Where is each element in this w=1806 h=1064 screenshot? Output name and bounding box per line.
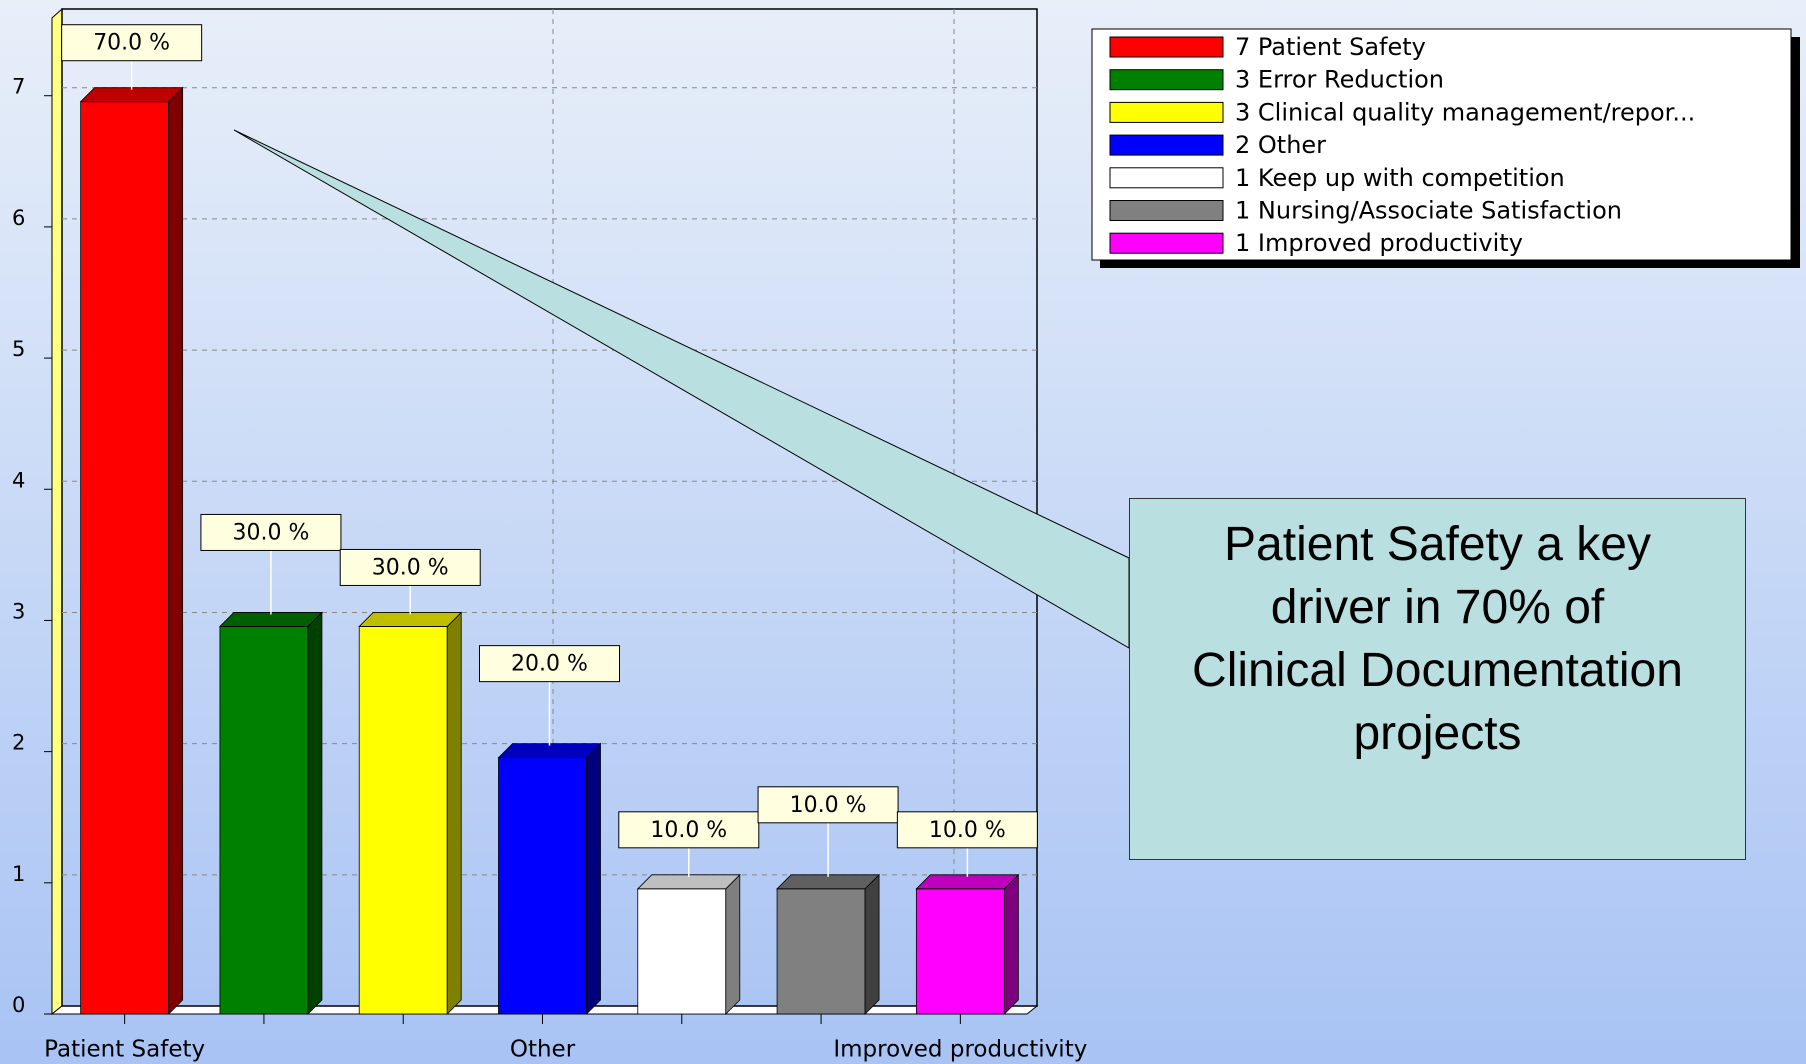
legend-label: 3 Error Reduction <box>1235 66 1444 94</box>
bar-top-shade <box>498 743 601 758</box>
label-box <box>339 548 481 586</box>
label-box <box>618 811 760 849</box>
y-tick-label: 1 <box>12 862 25 886</box>
y-tick-label: 7 <box>12 75 25 99</box>
y-tick-label: 4 <box>12 468 25 492</box>
legend-swatch <box>1109 69 1224 91</box>
y-tick-label: 2 <box>12 731 25 755</box>
bar-side-shade <box>447 612 462 1014</box>
x-tick-label: Other <box>510 1037 576 1063</box>
legend-label: 1 Keep up with competition <box>1235 164 1565 192</box>
wall <box>51 7 63 1016</box>
y-tick-label: 0 <box>12 993 25 1017</box>
data-label: 70.0 % <box>93 31 170 56</box>
data-label: 20.0 % <box>511 652 588 677</box>
bar-top <box>358 612 463 627</box>
bar-side-shade <box>307 612 322 1014</box>
bar-top-shade <box>637 874 740 889</box>
data-label: 10.0 % <box>790 793 867 818</box>
bar-side-shade <box>168 87 183 1015</box>
legend-swatch <box>1109 134 1224 156</box>
y-tick-label: 6 <box>12 206 25 230</box>
bar-top <box>79 87 184 103</box>
data-label: 30.0 % <box>372 555 449 580</box>
legend-label: 1 Improved productivity <box>1235 229 1523 257</box>
legend-swatch <box>1109 167 1224 189</box>
bar-side-shade <box>586 743 601 1014</box>
data-label: 30.0 % <box>232 520 309 545</box>
legend-label: 3 Clinical quality management/repor... <box>1235 98 1695 126</box>
x-tick-label: Improved productivity <box>833 1037 1087 1063</box>
bar-top-shade <box>777 874 880 889</box>
bar-top-shade <box>359 612 462 627</box>
bar-top-shade <box>80 87 183 102</box>
bar <box>915 888 1005 1015</box>
bar-top <box>497 743 602 759</box>
bar-side-shade <box>1004 874 1019 1014</box>
legend-label: 1 Nursing/Associate Satisfaction <box>1235 197 1622 225</box>
bar-side-shade <box>725 874 740 1014</box>
x-tick-label: Patient Safety <box>44 1037 205 1063</box>
label-box <box>61 24 203 62</box>
label-box <box>200 513 342 551</box>
bar-side-shade <box>865 874 880 1014</box>
bar <box>498 757 587 1015</box>
bar-top <box>915 874 1020 890</box>
legend-swatch <box>1109 101 1224 123</box>
label-box <box>479 645 620 683</box>
bar <box>776 888 866 1015</box>
bar-top <box>218 612 323 627</box>
legend-label: 2 Other <box>1235 131 1326 159</box>
bar <box>219 626 309 1015</box>
label-box <box>896 811 1038 849</box>
y-tick-label: 3 <box>12 599 25 623</box>
legend-swatch <box>1109 232 1224 254</box>
y-tick-label: 5 <box>12 337 25 361</box>
label-box <box>757 786 899 824</box>
bar <box>358 626 448 1015</box>
legend-swatch <box>1109 200 1224 221</box>
bar <box>637 888 727 1015</box>
bar-top <box>776 874 881 890</box>
data-label: 10.0 % <box>650 818 727 843</box>
legend-swatch <box>1109 36 1224 58</box>
annotation: Patient Safety a key driver in 70% of Cl… <box>1129 498 1746 860</box>
bar-top-shade <box>219 612 322 627</box>
legend-label: 7 Patient Safety <box>1235 33 1426 61</box>
bar <box>80 101 170 1015</box>
bar-top <box>636 874 741 890</box>
data-label: 10.0 % <box>929 818 1006 843</box>
bar-top-shade <box>916 874 1019 889</box>
